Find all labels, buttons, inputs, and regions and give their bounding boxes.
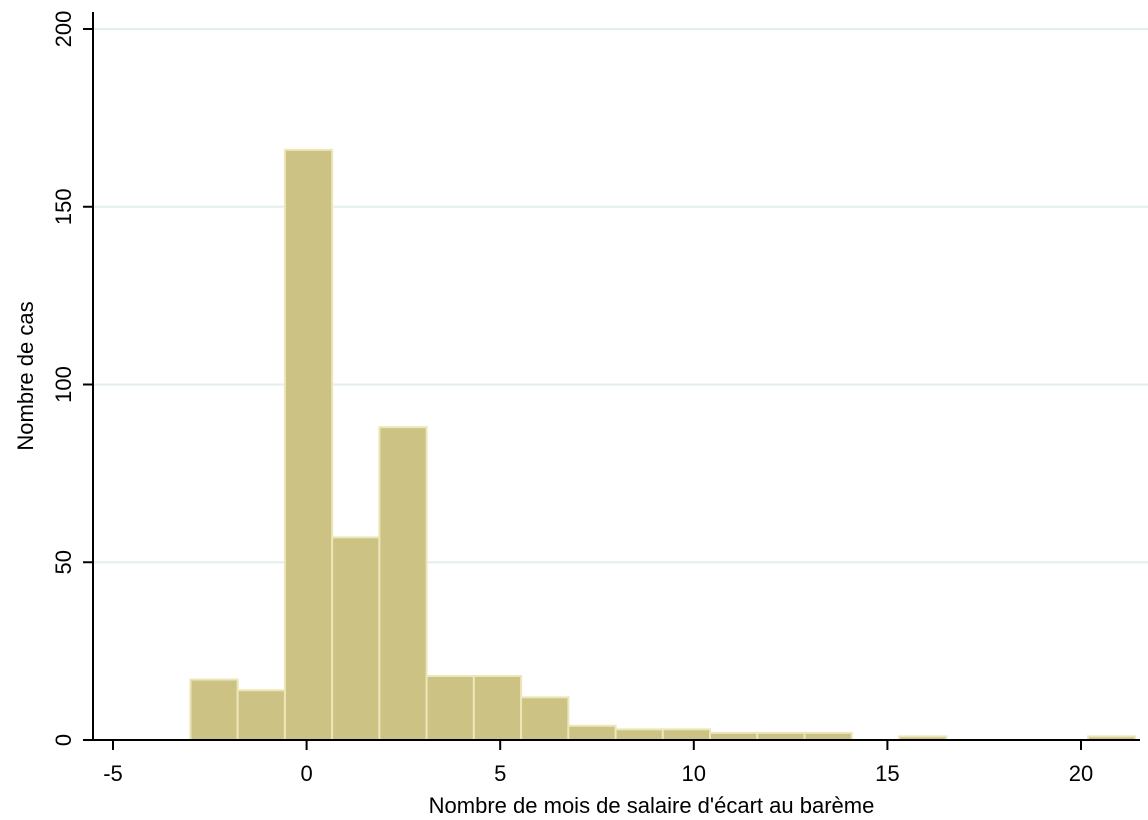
y-axis-title: Nombre de cas	[13, 301, 38, 450]
histogram-bar	[472, 675, 523, 742]
histogram-bar	[614, 728, 664, 742]
x-tick-label: 0	[300, 761, 312, 786]
y-axis-ticks: 0 50 100 150 200	[51, 11, 93, 746]
histogram-bar	[331, 536, 381, 741]
x-tick-label: 10	[682, 761, 706, 786]
x-axis-title: Nombre de mois de salaire d'écart au bar…	[429, 793, 875, 818]
y-tick-label: 0	[51, 734, 76, 746]
histogram-bar	[425, 675, 475, 742]
histogram-bar	[803, 731, 853, 742]
histogram-bar	[709, 731, 759, 742]
x-axis-ticks: -5 0 5 10 15 20	[103, 740, 1093, 786]
grid-lines	[93, 28, 1148, 564]
histogram-bar	[283, 148, 334, 741]
y-tick-label: 150	[51, 188, 76, 225]
histogram-bar	[236, 689, 286, 741]
histogram-bar	[661, 728, 712, 742]
histogram-bars	[189, 148, 1137, 742]
y-tick-label: 200	[51, 11, 76, 48]
y-tick-label: 50	[51, 550, 76, 574]
x-tick-label: 20	[1069, 761, 1093, 786]
x-tick-label: 5	[494, 761, 506, 786]
histogram-bar	[756, 731, 806, 742]
histogram-bar	[189, 678, 239, 742]
histogram-bar	[378, 426, 428, 741]
histogram-bar	[520, 696, 570, 742]
x-tick-label: 15	[875, 761, 899, 786]
x-tick-label: -5	[103, 761, 123, 786]
y-tick-label: 100	[51, 366, 76, 403]
histogram-bar	[567, 724, 617, 742]
